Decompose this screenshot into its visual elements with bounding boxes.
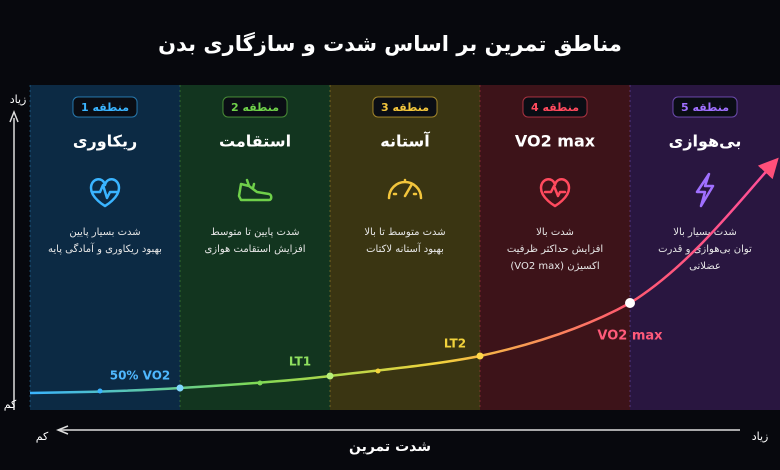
zone-panel — [630, 85, 780, 410]
zone-description: بهبود آستانه لاکتات — [366, 242, 444, 255]
zone-badge — [372, 96, 438, 118]
title: مناطق تمرین بر اساس شدت و سازگاری بدن — [158, 31, 622, 56]
zone: منطقه 1 ریکاوری شدت بسیار پایین بهبود ریکاو… — [29, 85, 180, 410]
zone-icon — [695, 172, 715, 208]
zone-description: بهبود ریکاوری و آمادگی پایه — [48, 242, 162, 255]
zone-name: آستانه — [380, 131, 430, 151]
x-axis-high: زیاد — [752, 430, 769, 443]
zone-description: شدت بالا — [536, 227, 574, 238]
zone-badge — [72, 96, 138, 118]
curve-label: 50% VO2 — [110, 369, 171, 383]
y-axis-arrow — [9, 109, 19, 123]
y-axis-high: زیاد — [10, 93, 27, 106]
zone-description: افزایش حداکثر ظرفیت — [507, 244, 603, 255]
zone-name: VO2 max — [515, 132, 596, 151]
zone-badge-label: منطقه 5 — [681, 101, 729, 114]
zone: منطقه 3 آستانه شدت متوسط تا بالا بهبود آستا… — [329, 85, 480, 410]
zone: منطقه 2 استقامت شدت پایین تا متوسط افزایش ا… — [179, 85, 330, 410]
zone-icon — [387, 178, 423, 200]
curve-point — [176, 384, 184, 392]
x-axis-title: شدت تمرین — [349, 439, 431, 455]
curve-point — [625, 298, 635, 308]
zone-name: بی‌هوازی — [669, 132, 742, 151]
zones: منطقه 1 ریکاوری شدت بسیار پایین بهبود ریکاو… — [29, 85, 780, 410]
zone-icon — [539, 178, 571, 208]
zone-icon — [237, 178, 273, 202]
zone-panel — [30, 85, 180, 410]
intensity-curve — [29, 157, 779, 395]
zone-badge — [672, 96, 738, 118]
zone-icon — [89, 178, 121, 208]
zone-description: افزایش استقامت هوازی — [204, 244, 305, 255]
zone-description: شدت پایین تا متوسط — [210, 227, 299, 238]
zone-badge-label: منطقه 1 — [81, 101, 129, 114]
zone: منطقه 5 بی‌هوازی شدت بسیار بالا توان بی‌هوا… — [629, 85, 780, 410]
y-axis-low: کم — [4, 398, 17, 411]
zone-description: اکسیژن (VO2 max) — [510, 261, 599, 272]
zone-description: شدت بسیار پایین — [69, 227, 140, 238]
zone-description: شدت بسیار بالا — [673, 227, 737, 238]
curve-point — [97, 388, 103, 394]
curve-label: LT2 — [444, 337, 466, 351]
x-axis-low: کم — [36, 430, 49, 443]
curve-point — [375, 368, 381, 374]
x-axis-arrow — [55, 425, 69, 435]
zone-badge-label: منطقه 2 — [231, 101, 279, 114]
curve-point — [476, 352, 484, 360]
curve-label: LT1 — [289, 355, 311, 369]
zone-badge-label: منطقه 4 — [531, 101, 579, 114]
curve-point — [257, 380, 263, 386]
zone-panel — [480, 85, 630, 410]
curve-label: VO2 max — [597, 329, 663, 344]
zone-description: شدت متوسط تا بالا — [364, 227, 445, 238]
zone-name: ریکاوری — [73, 132, 137, 151]
curve-point — [326, 372, 334, 380]
zone: منطقه 4 VO2 max شدت بالا افزایش حداکثر ظرفی… — [479, 85, 630, 410]
zone-description: توان بی‌هوازی و قدرت — [658, 244, 752, 255]
zone-panel — [180, 85, 330, 410]
zone-panel — [330, 85, 480, 410]
zone-description: عضلانی — [689, 261, 721, 272]
curve-points — [97, 298, 635, 394]
zone-badge — [222, 96, 288, 118]
zone-badge-label: منطقه 3 — [381, 101, 429, 114]
zone-badge — [522, 96, 588, 118]
zone-name: استقامت — [219, 132, 291, 151]
